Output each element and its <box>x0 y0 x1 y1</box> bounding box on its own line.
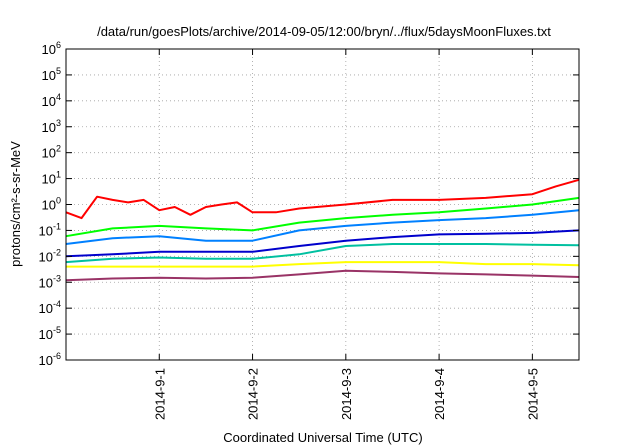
y-tick-label: 106 <box>42 40 61 57</box>
series-line-2 <box>65 196 580 238</box>
x-axis-label: Coordinated Universal Time (UTC) <box>223 430 422 445</box>
y-tick-label: 10-6 <box>39 351 61 368</box>
y-tick-labels: 10-6 10-5 10-4 10-3 10-2 10-1 100 101 102 103 104 1… <box>39 40 61 368</box>
y-axis-label: protons/cm²-s-sr-MeV <box>8 141 23 267</box>
y-tick-label: 10-3 <box>39 273 61 290</box>
ticks <box>66 48 579 361</box>
series-line-6 <box>66 261 580 268</box>
x-tick-label: 2014-9-3 <box>339 368 354 420</box>
series-line-3 <box>65 209 580 245</box>
series-group <box>65 178 580 282</box>
x-tick-label: 2014-9-5 <box>525 368 540 420</box>
x-tick-label: 2014-9-2 <box>246 368 261 420</box>
y-tick-label: 10-1 <box>39 221 61 238</box>
x-tick-labels: 2014-9-1 2014-9-2 2014-9-3 2014-9-4 2014-9-5 <box>152 368 540 420</box>
x-tick-label: 2014-9-1 <box>152 368 167 420</box>
y-tick-label: 102 <box>42 144 61 161</box>
series-line-1 <box>65 178 580 220</box>
y-tick-label: 10-2 <box>39 247 61 264</box>
y-tick-label: 105 <box>42 66 61 83</box>
chart-title: /data/run/goesPlots/archive/2014-09-05/1… <box>97 24 551 39</box>
series-line-7 <box>65 269 580 282</box>
series-line-4 <box>65 229 580 258</box>
y-tick-label: 10-5 <box>39 325 61 342</box>
y-tick-label: 10-4 <box>39 299 61 316</box>
y-tick-label: 100 <box>42 196 61 213</box>
x-tick-label: 2014-9-4 <box>432 368 447 420</box>
y-tick-label: 101 <box>42 170 61 187</box>
series-line-5 <box>65 243 580 264</box>
grid <box>66 49 579 360</box>
y-tick-label: 103 <box>42 118 61 135</box>
y-tick-label: 104 <box>42 92 61 109</box>
